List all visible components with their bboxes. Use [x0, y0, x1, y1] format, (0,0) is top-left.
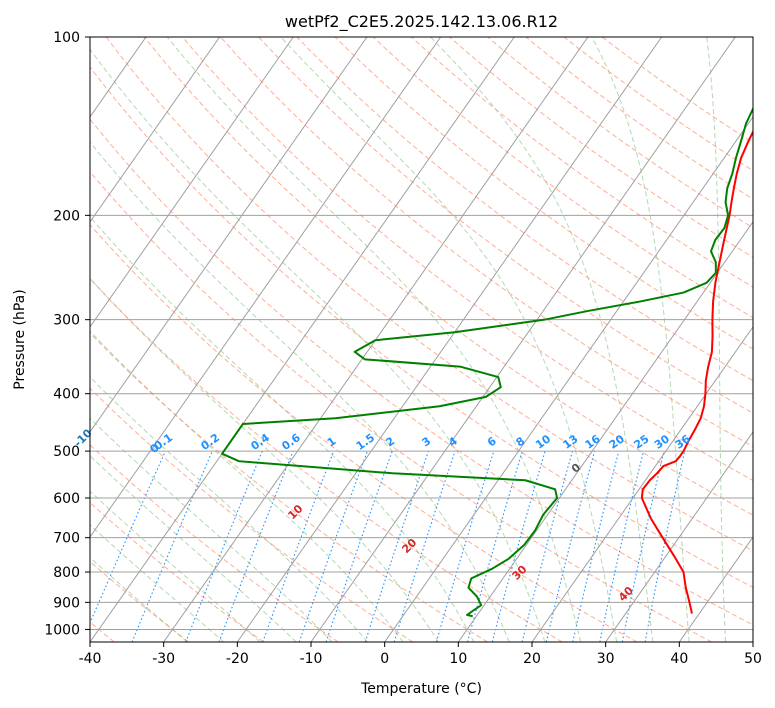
x-tick-label: -40: [79, 651, 102, 667]
x-tick-label: 40: [670, 651, 688, 667]
sounding-profiles: [221, 106, 753, 618]
mixing-ratio-line: [262, 450, 335, 642]
x-axis-label: Temperature (°C): [360, 681, 482, 697]
x-tick-label: 20: [523, 651, 541, 667]
isotherm: [90, 37, 221, 223]
y-tick-label: 600: [53, 491, 80, 507]
isotherm: [457, 220, 753, 642]
isotherm: [678, 536, 753, 642]
isotherm: [90, 37, 442, 538]
mixing-ratio-lines: [90, 450, 686, 642]
dry-adiabat: [182, 37, 753, 481]
mixing-ratio-line: [325, 450, 393, 642]
mixing-ratio-line: [521, 450, 574, 642]
isotherm: [90, 37, 294, 328]
isotherm: [384, 115, 753, 642]
x-tick-label: 30: [597, 651, 615, 667]
y-axis-label: Pressure (hPa): [12, 289, 28, 389]
mixing-ratio-line: [298, 450, 368, 642]
x-tick-label: -30: [152, 651, 175, 667]
dry-adiabat: [372, 37, 753, 319]
y-axis: 100 200 300 400 500 600 700 800 900 1000: [44, 30, 90, 638]
x-tick-label: -20: [226, 651, 249, 667]
dewpoint-profile: [221, 106, 753, 618]
y-tick-label: 200: [53, 208, 80, 224]
mixing-ratio-line: [364, 450, 429, 642]
isotherm: [310, 37, 736, 642]
dry-adiabat: [334, 37, 753, 350]
temperature-profile: [640, 129, 753, 614]
mixing-ratio-line: [599, 450, 645, 642]
dry-adiabat: [90, 118, 753, 626]
isotherm: [531, 326, 753, 642]
x-tick-label: 0: [380, 651, 389, 667]
y-tick-label: 100: [53, 30, 80, 46]
mixing-ratio-line: [572, 450, 620, 642]
mixing-ratio-line: [90, 450, 166, 625]
mixing-ratio-line: [435, 450, 495, 642]
dry-adiabat: [90, 66, 753, 588]
mixing-ratio-line: [131, 450, 213, 642]
dry-adiabat: [296, 37, 753, 382]
y-tick-label: 800: [53, 565, 80, 581]
y-tick-label: 700: [53, 531, 80, 547]
plot-area: 0.10.20.40.611.52346810131620253036-100-…: [0, 37, 753, 642]
dry-adiabat: [220, 37, 753, 448]
isotherms: [90, 37, 753, 642]
x-tick-label: -10: [300, 651, 323, 667]
dry-adiabat: [90, 560, 190, 642]
mixing-ratio-line: [545, 450, 596, 642]
dry-adiabat: [143, 37, 753, 516]
dry-adiabat: [90, 277, 563, 642]
y-tick-label: 1000: [44, 622, 80, 638]
y-tick-label: 500: [53, 444, 80, 460]
mixing-ratio-line: [185, 450, 263, 642]
dry-adiabats: [90, 37, 753, 642]
y-tick-label: 900: [53, 595, 80, 611]
isotherm: [236, 37, 663, 642]
x-tick-label: 10: [449, 651, 467, 667]
pressure-gridlines: [90, 37, 753, 630]
dry-adiabat: [90, 170, 712, 642]
plot-frame: [89, 36, 754, 643]
moist-adiabat: [90, 455, 297, 642]
chart-title: wetPf2_C2E5.2025.142.13.06.R12: [285, 12, 558, 32]
x-axis: -40 -30 -20 -10 0 10 20 30 40 50: [79, 642, 762, 667]
dry-adiabat: [90, 224, 638, 642]
y-tick-label: 300: [53, 313, 80, 329]
moist-adiabat: [90, 216, 475, 642]
y-tick-label: 400: [53, 387, 80, 403]
dry-adiabat: [90, 332, 488, 642]
mixing-ratio-line: [466, 450, 523, 642]
isotherm: [90, 37, 515, 642]
isotherm: [90, 37, 368, 433]
mixing-ratio-line: [218, 450, 294, 642]
moist-adiabat: [90, 376, 368, 642]
x-tick-label: 50: [744, 651, 762, 667]
isotherm: [605, 431, 753, 642]
